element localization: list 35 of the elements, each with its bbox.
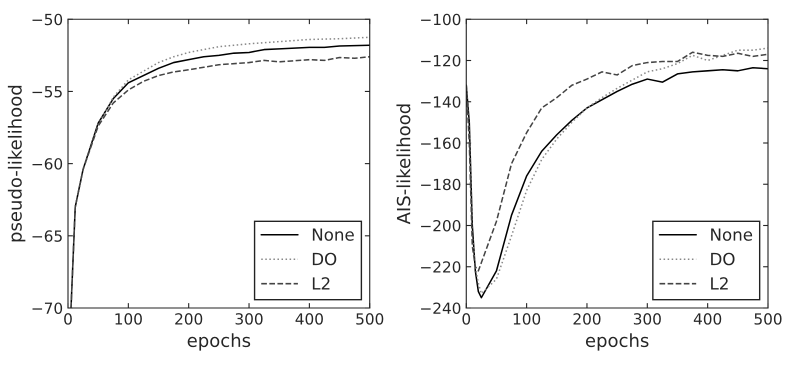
x-tick-label: 500 [356, 313, 384, 325]
y-axis-title: pseudo-likelihood [8, 86, 26, 242]
y-tick-label: −65 [32, 230, 62, 242]
x-tick-label: 0 [64, 313, 72, 325]
y-tick-label: −200 [421, 220, 460, 232]
y-tick-label: −100 [421, 14, 460, 26]
y-tick-label: −180 [421, 178, 460, 190]
legend-label: L2 [312, 277, 330, 290]
x-tick-label: 300 [236, 313, 263, 325]
legend-label: None [312, 228, 354, 241]
y-tick-label: −120 [421, 54, 460, 67]
x-tick-label: 300 [634, 313, 661, 325]
y-tick-label: −55 [32, 86, 62, 98]
x-tick-label: 400 [296, 313, 323, 325]
x-tick-label: 200 [175, 313, 202, 325]
y-tick-label: −70 [32, 302, 62, 314]
x-tick-label: 100 [115, 313, 142, 325]
y-tick-label: −140 [421, 96, 460, 108]
legend-label: L2 [711, 277, 728, 290]
y-tick-label: −160 [421, 137, 460, 150]
legend-label: DO [312, 252, 336, 266]
legend-label: None [711, 228, 752, 241]
y-axis-title: AIS-likelihood [396, 104, 410, 224]
x-tick-label: 200 [574, 313, 601, 325]
x-axis-title: epochs [586, 333, 648, 351]
y-tick-label: −220 [421, 261, 460, 273]
x-tick-label: 100 [514, 313, 540, 325]
y-tick-label: −240 [421, 302, 460, 314]
y-tick-label: −60 [32, 158, 62, 170]
x-tick-label: 400 [694, 313, 722, 325]
legend-label: DO [711, 252, 735, 266]
x-axis-title: epochs [188, 333, 250, 351]
y-tick-label: −50 [32, 14, 62, 26]
x-tick-label: 500 [754, 313, 782, 325]
x-tick-label: 0 [462, 313, 470, 325]
